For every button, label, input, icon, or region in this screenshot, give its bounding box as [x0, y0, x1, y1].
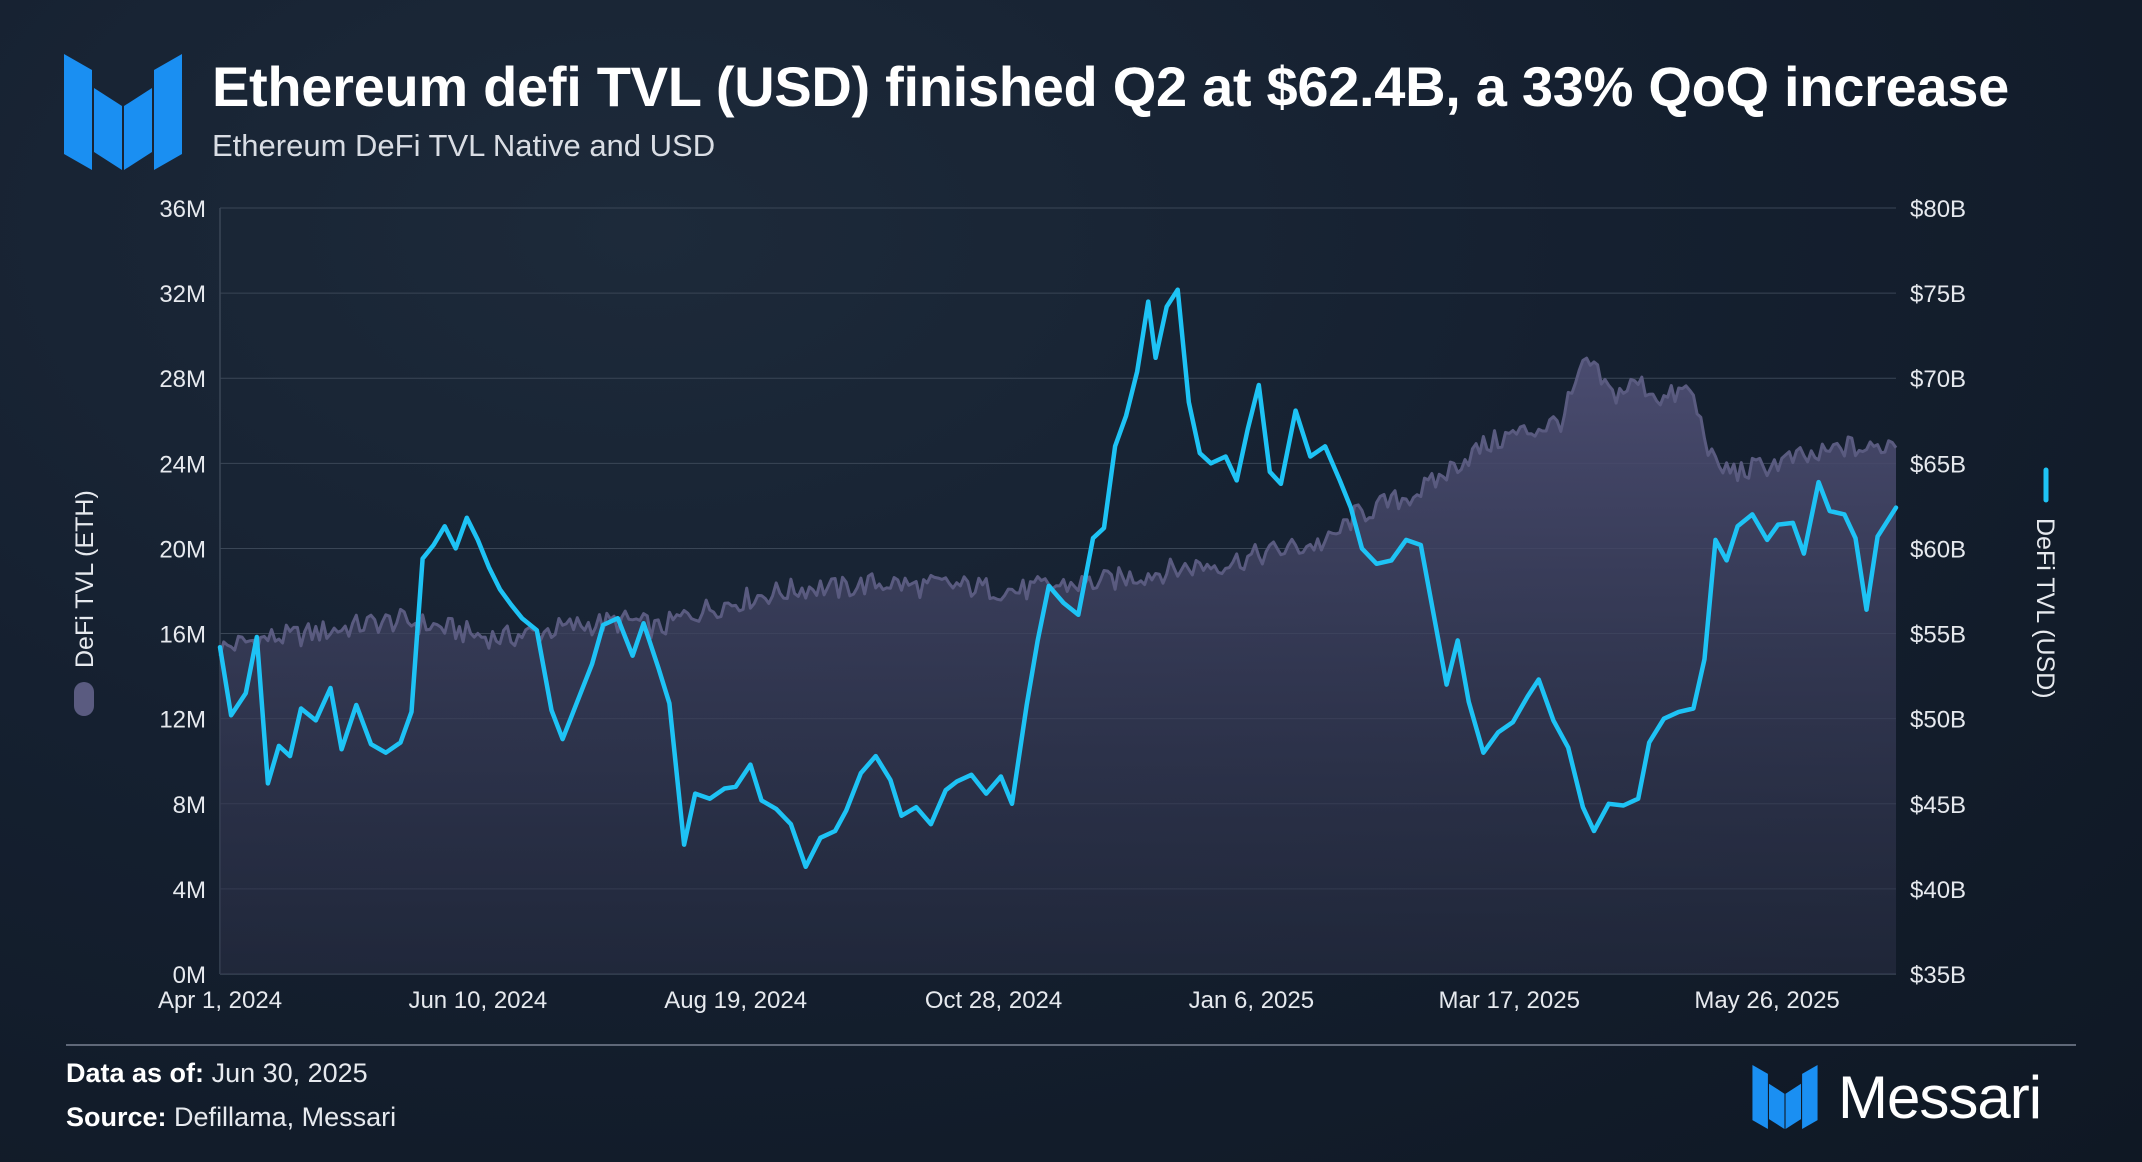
x-axis-ticks: Apr 1, 2024 Jun 10, 2024 Aug 19, 2024 Oct 2… [158, 987, 1840, 1014]
right-axis-legend: DeFi TVL (USD) [2031, 467, 2059, 699]
left-axis-ticks: 0M 4M 8M 12M 16M 20M 24M 28M 32M 36M [159, 196, 206, 989]
left-tick-label: 4M [173, 877, 206, 904]
messari-brand-icon [1752, 1065, 1818, 1129]
right-tick-label: $45B [1910, 792, 1966, 819]
brand-block: Messari [1752, 1063, 2042, 1131]
right-tick-label: $40B [1910, 877, 1966, 904]
chart-title: Ethereum defi TVL (USD) finished Q2 at $… [212, 55, 2009, 118]
chart-subtitle: Ethereum DeFi TVL Native and USD [212, 128, 716, 163]
left-axis-legend: DeFi TVL (ETH) [71, 490, 99, 716]
left-tick-label: 32M [159, 281, 206, 308]
right-tick-label: $75B [1910, 281, 1966, 308]
left-tick-label: 8M [173, 792, 206, 819]
right-tick-label: $65B [1910, 451, 1966, 478]
left-tick-label: 20M [159, 536, 206, 563]
right-tick-label: $60B [1910, 536, 1966, 563]
x-tick-label: Mar 17, 2025 [1439, 987, 1580, 1014]
right-tick-label: $70B [1910, 366, 1966, 393]
footer-source: Source: Defillama, Messari [66, 1102, 396, 1133]
x-tick-label: Apr 1, 2024 [158, 987, 282, 1014]
left-tick-label: 24M [159, 451, 206, 478]
eth-area-series [218, 356, 1898, 975]
messari-logo-icon [64, 54, 182, 170]
left-tick-label: 0M [173, 962, 206, 989]
eth-legend-swatch [74, 682, 94, 716]
right-tick-label: $55B [1910, 622, 1966, 649]
source-label: Source: [66, 1102, 167, 1132]
footer-data-as-of: Data as of: Jun 30, 2025 [66, 1058, 368, 1089]
right-axis-title: DeFi TVL (USD) [2031, 518, 2059, 699]
brand-name: Messari [1838, 1063, 2042, 1131]
x-tick-label: Oct 28, 2024 [925, 987, 1062, 1014]
chart-area: 0M 4M 8M 12M 16M 20M 24M 28M 32M 36M $35B $40B $45B… [71, 196, 2059, 1014]
left-tick-label: 16M [159, 622, 206, 649]
right-tick-label: $80B [1910, 196, 1966, 223]
left-axis-title: DeFi TVL (ETH) [71, 490, 99, 668]
right-tick-label: $50B [1910, 707, 1966, 734]
left-tick-label: 36M [159, 196, 206, 223]
eth-area-fill [220, 358, 1896, 975]
x-tick-label: Jun 10, 2024 [408, 987, 547, 1014]
source-value: Defillama, Messari [174, 1102, 397, 1132]
x-tick-label: May 26, 2025 [1694, 987, 1839, 1014]
eth-area-line [218, 356, 1898, 657]
data-as-of-value: Jun 30, 2025 [211, 1058, 368, 1088]
footer-divider [66, 1044, 2076, 1046]
left-tick-label: 28M [159, 366, 206, 393]
usd-line [217, 287, 1899, 870]
right-axis-ticks: $35B $40B $45B $50B $55B $60B $65B $70B $75B $80B [1910, 196, 1966, 989]
x-tick-label: Jan 6, 2025 [1189, 987, 1314, 1014]
data-as-of-label: Data as of: [66, 1058, 205, 1088]
usd-line-series [217, 287, 1899, 870]
x-tick-label: Aug 19, 2024 [664, 987, 807, 1014]
right-tick-label: $35B [1910, 962, 1966, 989]
left-tick-label: 12M [159, 707, 206, 734]
